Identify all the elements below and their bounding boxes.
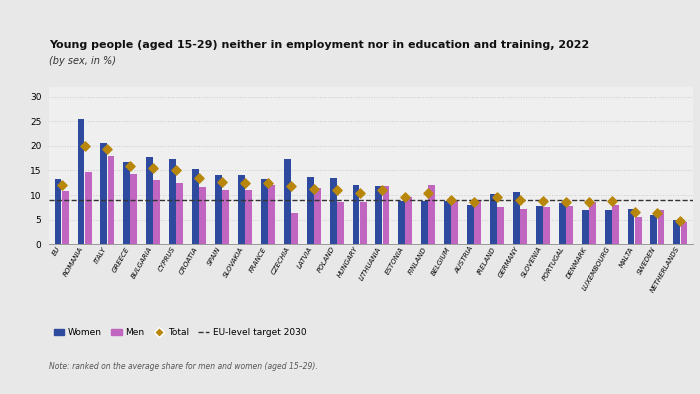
Point <box>377 187 388 193</box>
Point <box>262 180 274 186</box>
Point <box>308 186 319 192</box>
Bar <box>261 179 268 244</box>
Point <box>56 182 67 188</box>
Text: (by sex, in %): (by sex, in %) <box>49 56 116 66</box>
Point <box>583 199 594 206</box>
Text: Young people (aged 15-29) neither in employment nor in education and training, 2: Young people (aged 15-29) neither in emp… <box>49 40 589 50</box>
Point <box>423 190 434 196</box>
Bar <box>153 180 160 244</box>
Bar <box>428 185 435 244</box>
Point <box>354 190 365 196</box>
Bar <box>284 159 290 244</box>
Bar <box>146 157 153 244</box>
Bar <box>589 203 596 244</box>
Bar <box>650 215 657 244</box>
Point <box>239 180 251 186</box>
Point <box>148 165 159 171</box>
Bar <box>444 201 451 244</box>
Bar <box>628 209 634 244</box>
Bar <box>222 190 229 244</box>
Bar <box>452 200 458 244</box>
Bar <box>383 186 389 244</box>
Point <box>331 187 342 193</box>
Bar <box>566 206 573 244</box>
Point <box>468 199 480 206</box>
Bar <box>123 162 130 244</box>
Bar <box>605 210 612 244</box>
Bar <box>421 201 428 244</box>
Bar <box>490 193 497 244</box>
Bar <box>199 187 206 244</box>
Bar <box>680 222 687 244</box>
Bar <box>360 203 367 244</box>
Bar <box>497 207 504 244</box>
Bar <box>612 205 619 244</box>
Point <box>560 199 571 206</box>
Bar <box>635 217 641 244</box>
Bar <box>101 143 107 244</box>
Bar <box>169 159 176 244</box>
Bar <box>192 169 199 244</box>
Bar <box>398 201 405 244</box>
Bar <box>130 175 137 244</box>
Bar <box>55 179 62 244</box>
Bar <box>520 209 527 244</box>
Bar <box>673 220 680 244</box>
Bar <box>657 210 664 244</box>
Point <box>193 175 204 181</box>
Legend: Women, Men, Total, EU-level target 2030: Women, Men, Total, EU-level target 2030 <box>53 329 307 338</box>
Bar <box>245 190 252 244</box>
Point <box>216 178 228 185</box>
Point <box>629 209 641 216</box>
Point <box>538 198 549 204</box>
Bar <box>513 192 520 244</box>
Bar <box>85 173 92 244</box>
Bar <box>291 213 298 244</box>
Point <box>675 217 686 224</box>
Point <box>514 197 526 203</box>
Bar <box>375 186 382 244</box>
Bar <box>474 201 481 244</box>
Bar <box>176 183 183 244</box>
Point <box>125 164 136 170</box>
Point <box>400 194 411 201</box>
Bar <box>78 119 85 244</box>
Bar <box>353 185 359 244</box>
Point <box>79 143 90 149</box>
Bar <box>238 175 245 244</box>
Point <box>446 197 457 203</box>
Bar <box>268 185 275 244</box>
Bar <box>582 210 589 244</box>
Bar <box>536 206 542 244</box>
Bar <box>467 205 474 244</box>
Point <box>102 146 113 152</box>
Bar <box>62 191 69 244</box>
Point <box>491 194 503 201</box>
Bar <box>215 175 222 244</box>
Bar <box>543 207 550 244</box>
Point <box>606 198 617 204</box>
Bar <box>337 203 344 244</box>
Bar <box>108 156 114 244</box>
Point <box>285 183 296 190</box>
Point <box>652 210 663 216</box>
Bar <box>330 178 337 244</box>
Bar <box>307 177 314 244</box>
Bar <box>559 203 566 244</box>
Text: Note: ranked on the average share for men and women (aged 15–29).: Note: ranked on the average share for me… <box>49 362 318 372</box>
Bar <box>314 188 321 244</box>
Bar <box>405 197 412 244</box>
Point <box>171 167 182 173</box>
